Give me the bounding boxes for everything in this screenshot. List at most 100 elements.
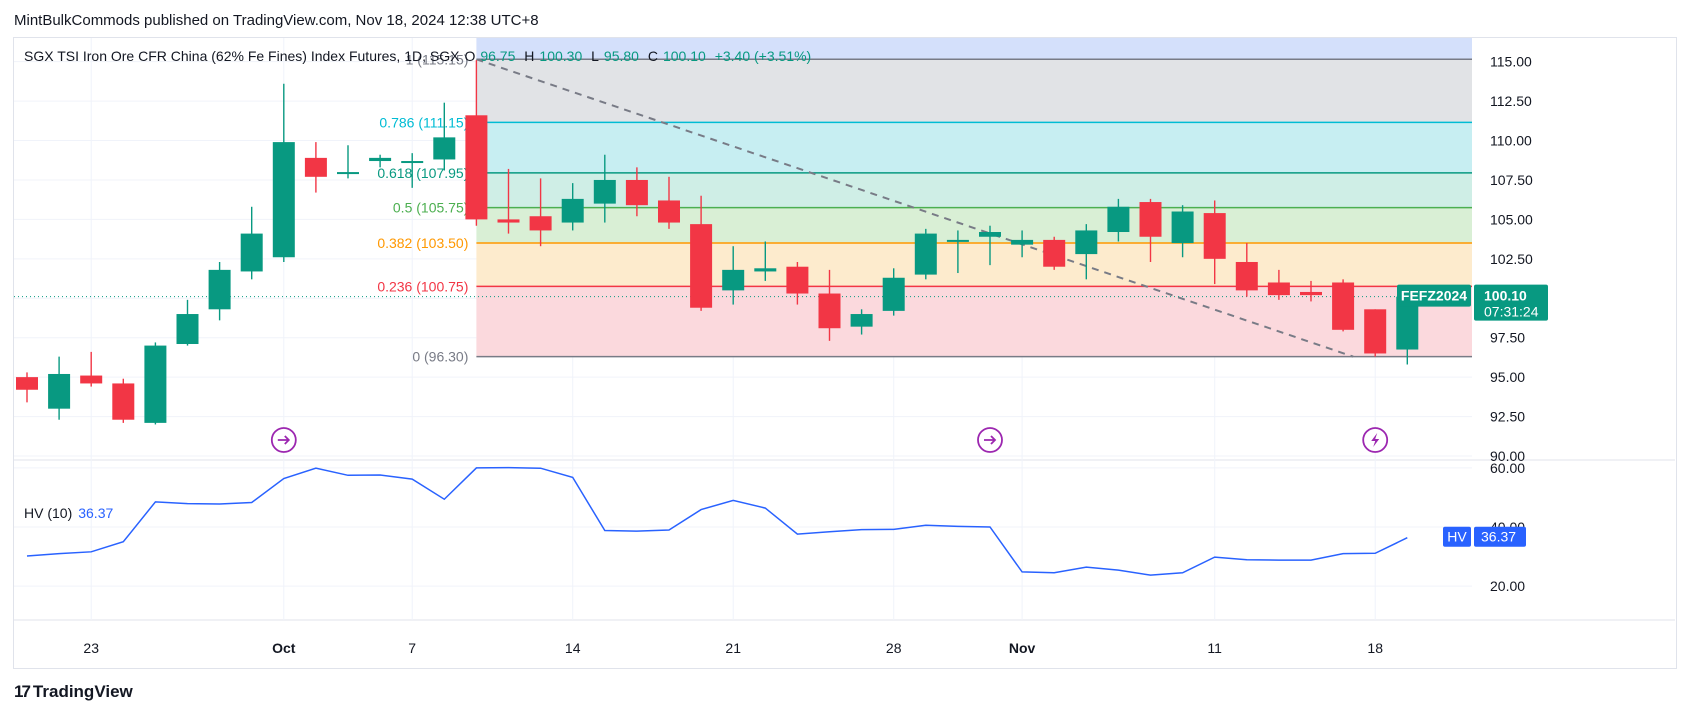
hv-line	[26, 466, 1408, 576]
open-label: O	[464, 48, 476, 64]
candle-body	[818, 293, 841, 329]
time-tick-label: Nov	[1009, 640, 1036, 656]
candle-body	[112, 383, 135, 420]
lightning-icon	[1362, 427, 1389, 453]
candle-body	[786, 266, 809, 294]
fib-band	[476, 243, 1472, 287]
price-tag-value: 100.10	[1484, 288, 1527, 304]
price-tick-label: 97.50	[1490, 330, 1525, 346]
axes: 115.00 112.50 110.00 107.50 105.00 102.50 100.…	[83, 54, 1533, 656]
candle-body	[722, 269, 745, 291]
candle-body	[882, 277, 905, 311]
price-tick-label: 90.00	[1490, 448, 1525, 464]
candle-body	[1139, 202, 1162, 237]
fib-level-label: 0.5 (105.75)	[393, 200, 469, 216]
candle-body	[690, 224, 713, 308]
candle-body	[433, 137, 456, 160]
fib-band	[476, 286, 1472, 357]
candle-body	[754, 268, 777, 272]
time-tick-label: Oct	[272, 640, 296, 656]
candle-body	[465, 115, 488, 220]
candle-body	[1171, 211, 1194, 244]
price-tick-label: 110.00	[1490, 133, 1532, 149]
candle-body	[1332, 282, 1355, 330]
candle-body	[144, 345, 167, 423]
candle-body	[979, 232, 1001, 237]
candle-body	[593, 179, 616, 204]
fib-band	[476, 59, 1472, 123]
fib-level-label: 0.382 (103.50)	[377, 235, 468, 251]
candle-body	[337, 172, 359, 175]
fib-trend-line	[476, 58, 1354, 358]
candle-body	[176, 314, 199, 345]
candle-body	[658, 200, 680, 223]
fib-level-label: 1 (115.15)	[406, 51, 469, 67]
candle-body	[208, 269, 231, 310]
candle-body	[1300, 291, 1322, 296]
price-tick-label: 95.00	[1490, 369, 1525, 385]
candle-body	[625, 179, 648, 206]
candle-body	[1075, 230, 1098, 255]
high-value: 100.30	[539, 48, 583, 64]
price-tick-label: 107.50	[1490, 172, 1533, 188]
fib-level-label: 0 (96.30)	[412, 349, 468, 365]
price-tick-label: 112.50	[1490, 93, 1532, 109]
candle-body	[1043, 239, 1066, 267]
hv-tag-value: 36.37	[1481, 529, 1516, 545]
high-label: H	[524, 48, 535, 64]
candle-body	[1364, 309, 1387, 354]
candle-body	[914, 233, 937, 275]
hv-legend-label: HV (10)	[24, 505, 73, 521]
hv-tag-value-bg	[1474, 526, 1526, 547]
hv-pane	[26, 466, 1408, 576]
time-tick-label: 18	[1367, 640, 1383, 656]
price-tick-label: 102.50	[1490, 251, 1533, 267]
event-markers	[270, 427, 1389, 453]
fib-band	[476, 172, 1472, 208]
dividend-forward-icon	[270, 427, 297, 453]
change-value: +3.40 (+3.51%)	[714, 48, 812, 64]
candle-body	[946, 239, 969, 242]
forward-glyph	[277, 435, 291, 445]
candle-body	[80, 375, 103, 384]
price-tag-bg	[1474, 284, 1548, 321]
hv-value-tag: HV 36.37	[1443, 526, 1526, 547]
price-tick-label: 105.00	[1490, 211, 1533, 227]
time-tick-label: 7	[408, 640, 416, 656]
candle-body	[240, 233, 263, 272]
fib-level-label: 0.786 (111.15)	[379, 114, 468, 130]
candle-body	[369, 157, 392, 162]
symbol-title: SGX TSI Iron Ore CFR China (62% Fe Fines…	[24, 48, 460, 64]
candle-body	[304, 157, 327, 177]
fib-retracement: 1 (115.15) 0.786 (111.15) 0.618 (107.95) 0.…	[14, 38, 1472, 365]
candle-body	[529, 216, 552, 231]
time-tick-label: 23	[83, 640, 99, 656]
chart-frame	[13, 37, 1677, 669]
candle-body	[272, 142, 295, 258]
fib-band	[476, 207, 1472, 244]
candle-body	[850, 314, 873, 327]
ticker-tag-text: FEFZ2024	[1401, 288, 1467, 304]
open-value: 96.75	[480, 48, 516, 64]
publisher-caption: MintBulkCommods published on TradingView…	[14, 12, 539, 29]
fib-band	[476, 122, 1472, 173]
candle-body	[16, 377, 38, 390]
low-value: 95.80	[603, 48, 639, 64]
price-tick-label: 92.50	[1490, 409, 1525, 425]
candle-body	[401, 161, 424, 164]
tradingview-brand[interactable]: 17 TradingView	[14, 682, 133, 702]
lightning-glyph	[1371, 433, 1380, 447]
time-tick-label: 11	[1207, 640, 1222, 656]
close-label: C	[647, 48, 658, 64]
hv-tag-label-bg	[1443, 526, 1471, 547]
hv-tag-label: HV	[1447, 529, 1467, 545]
brand-name: TradingView	[32, 682, 133, 701]
low-label: L	[591, 48, 599, 64]
candle-body	[48, 373, 71, 409]
symbol-legend: SGX TSI Iron Ore CFR China (62% Fe Fines…	[24, 48, 816, 64]
candle-body	[1235, 261, 1258, 291]
price-tag-countdown: 07:31:24	[1484, 304, 1539, 320]
hv-tick-label: 20.00	[1490, 578, 1525, 594]
